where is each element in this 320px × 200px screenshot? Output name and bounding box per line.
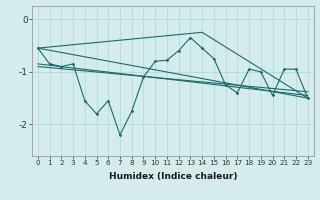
X-axis label: Humidex (Indice chaleur): Humidex (Indice chaleur) <box>108 172 237 181</box>
